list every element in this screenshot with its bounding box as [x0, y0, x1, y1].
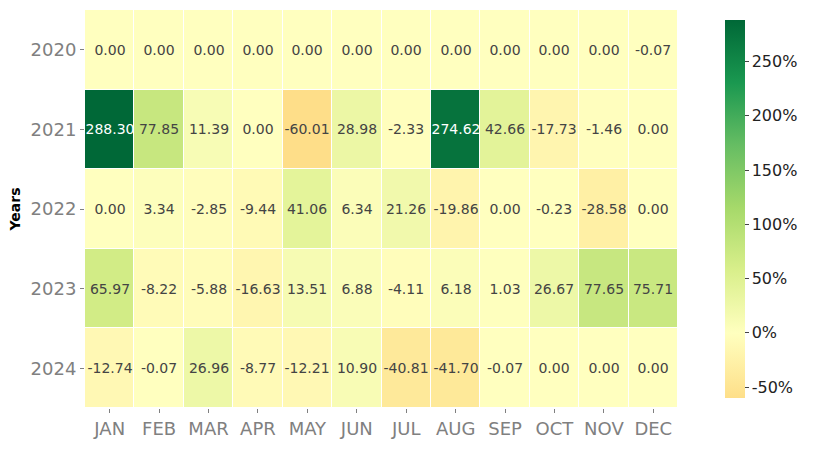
svg-text:42.66: 42.66	[485, 121, 525, 137]
svg-text:JUL: JUL	[391, 418, 421, 439]
svg-text:77.85: 77.85	[139, 121, 179, 137]
svg-text:41.06: 41.06	[287, 201, 327, 217]
svg-text:-2.85: -2.85	[191, 201, 227, 217]
svg-text:1.03: 1.03	[489, 281, 520, 297]
svg-text:-1.46: -1.46	[586, 121, 622, 137]
svg-text:-12.21: -12.21	[284, 360, 329, 376]
svg-text:2023: 2023	[31, 278, 77, 299]
svg-text:-0.07: -0.07	[141, 360, 177, 376]
svg-text:-12.74: -12.74	[87, 360, 132, 376]
svg-text:274.62: 274.62	[432, 121, 481, 137]
svg-text:-16.63: -16.63	[235, 281, 280, 297]
svg-text:DEC: DEC	[634, 418, 672, 439]
svg-text:-5.88: -5.88	[191, 281, 227, 297]
svg-text:0.00: 0.00	[637, 360, 668, 376]
svg-text:0.00: 0.00	[588, 42, 619, 58]
svg-text:200%: 200%	[752, 106, 798, 125]
svg-text:10.90: 10.90	[337, 360, 377, 376]
svg-text:Years: Years	[7, 187, 23, 231]
svg-text:0.00: 0.00	[390, 42, 421, 58]
svg-text:0.00: 0.00	[143, 42, 174, 58]
svg-text:0.00: 0.00	[440, 42, 471, 58]
svg-text:2020: 2020	[31, 39, 77, 60]
svg-text:-0.23: -0.23	[536, 201, 572, 217]
svg-text:0.00: 0.00	[242, 121, 273, 137]
svg-text:MAY: MAY	[289, 418, 327, 439]
svg-text:-60.01: -60.01	[284, 121, 329, 137]
svg-text:26.67: 26.67	[534, 281, 574, 297]
svg-text:-50%: -50%	[752, 378, 793, 397]
svg-text:28.98: 28.98	[337, 121, 377, 137]
svg-text:0.00: 0.00	[637, 201, 668, 217]
svg-text:0.00: 0.00	[538, 360, 569, 376]
svg-text:0%: 0%	[752, 323, 777, 342]
svg-text:6.18: 6.18	[440, 281, 471, 297]
svg-text:3.34: 3.34	[143, 201, 174, 217]
svg-text:0.00: 0.00	[637, 121, 668, 137]
svg-text:288.30: 288.30	[86, 121, 135, 137]
svg-text:6.34: 6.34	[341, 201, 372, 217]
svg-text:SEP: SEP	[488, 418, 522, 439]
svg-text:OCT: OCT	[536, 418, 575, 439]
svg-text:77.65: 77.65	[584, 281, 624, 297]
svg-text:11.39: 11.39	[189, 121, 229, 137]
svg-text:-9.44: -9.44	[240, 201, 276, 217]
svg-text:6.88: 6.88	[341, 281, 372, 297]
svg-text:2022: 2022	[31, 198, 77, 219]
svg-text:75.71: 75.71	[633, 281, 673, 297]
svg-text:NOV: NOV	[584, 418, 624, 439]
svg-text:0.00: 0.00	[588, 360, 619, 376]
svg-text:-28.58: -28.58	[581, 201, 626, 217]
svg-text:APR: APR	[240, 418, 276, 439]
svg-text:50%: 50%	[752, 269, 788, 288]
svg-text:MAR: MAR	[188, 418, 228, 439]
svg-text:-4.11: -4.11	[388, 281, 424, 297]
svg-text:FEB: FEB	[142, 418, 176, 439]
svg-text:21.26: 21.26	[386, 201, 426, 217]
svg-text:-8.22: -8.22	[141, 281, 177, 297]
svg-text:-8.77: -8.77	[240, 360, 276, 376]
svg-text:JUN: JUN	[340, 418, 373, 439]
svg-text:0.00: 0.00	[341, 42, 372, 58]
svg-text:0.00: 0.00	[489, 201, 520, 217]
svg-text:26.96: 26.96	[189, 360, 229, 376]
svg-text:13.51: 13.51	[287, 281, 327, 297]
svg-text:-2.33: -2.33	[388, 121, 424, 137]
svg-text:-0.07: -0.07	[487, 360, 523, 376]
svg-text:-40.81: -40.81	[383, 360, 428, 376]
svg-text:AUG: AUG	[436, 418, 475, 439]
svg-text:0.00: 0.00	[242, 42, 273, 58]
svg-text:250%: 250%	[752, 52, 798, 71]
svg-text:-0.07: -0.07	[635, 42, 671, 58]
svg-text:-19.86: -19.86	[433, 201, 478, 217]
svg-text:0.00: 0.00	[489, 42, 520, 58]
svg-text:65.97: 65.97	[90, 281, 130, 297]
svg-text:0.00: 0.00	[193, 42, 224, 58]
svg-text:-41.70: -41.70	[433, 360, 478, 376]
svg-text:JAN: JAN	[93, 418, 125, 439]
svg-text:-17.73: -17.73	[531, 121, 576, 137]
svg-text:100%: 100%	[752, 215, 798, 234]
svg-text:150%: 150%	[752, 161, 798, 180]
svg-text:0.00: 0.00	[291, 42, 322, 58]
svg-text:2024: 2024	[31, 358, 77, 379]
svg-text:0.00: 0.00	[94, 42, 125, 58]
svg-text:0.00: 0.00	[538, 42, 569, 58]
svg-text:0.00: 0.00	[94, 201, 125, 217]
svg-text:2021: 2021	[31, 119, 77, 140]
